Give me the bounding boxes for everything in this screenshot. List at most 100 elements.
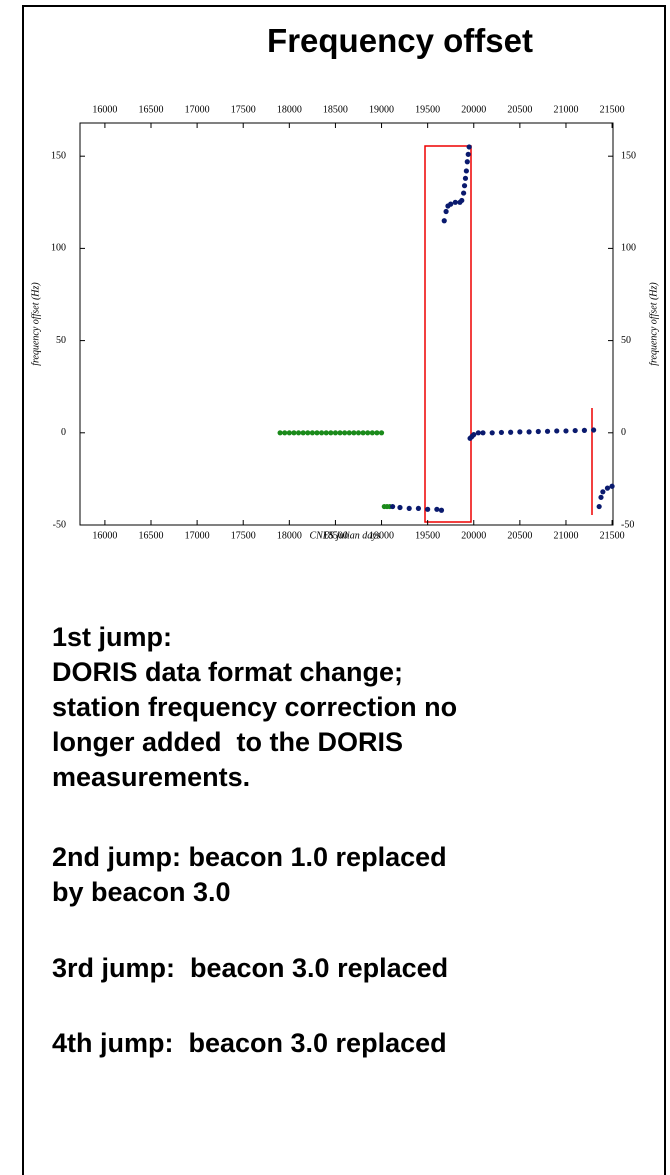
data-point	[517, 429, 523, 435]
note: 2nd jump: beacon 1.0 replaced by beacon …	[52, 842, 447, 907]
data-point	[465, 151, 471, 157]
y-tick-label-right: 150	[621, 150, 636, 161]
y-tick-label: 150	[51, 150, 66, 161]
data-point	[406, 505, 412, 512]
data-point	[286, 430, 292, 436]
x-tick-label-top: 16500	[139, 104, 164, 115]
data-point	[526, 429, 532, 435]
data-point	[323, 430, 329, 436]
data-point	[328, 430, 334, 436]
x-tick-label: 18500	[323, 530, 348, 541]
y-tick-label-right: 100	[621, 243, 636, 254]
note: 1st jump: DORIS data format change; stat…	[52, 622, 458, 792]
y-tick-label-right: 0	[621, 427, 626, 438]
data-point	[282, 430, 288, 436]
data-point	[305, 430, 311, 436]
data-point	[563, 428, 569, 434]
data-point	[461, 190, 467, 196]
chart-title: Frequency offset	[267, 22, 533, 59]
data-point	[425, 506, 431, 512]
data-point	[459, 197, 465, 204]
data-point	[342, 430, 348, 436]
x-tick-label: 16000	[92, 530, 117, 541]
data-point	[591, 427, 597, 433]
data-point	[309, 430, 315, 436]
data-point	[600, 489, 606, 495]
data-point	[319, 430, 325, 436]
plot-frame	[79, 122, 614, 526]
data-point	[441, 218, 447, 224]
x-tick-label-top: 21000	[553, 104, 578, 115]
data-point	[598, 494, 604, 500]
data-point	[332, 430, 339, 436]
jump-box	[424, 145, 472, 523]
data-point	[448, 201, 454, 207]
note: 3rd jump: beacon 3.0 replaced	[52, 953, 449, 983]
x-tick-label-top: 18500	[323, 104, 348, 115]
x-axis-label: CNES julian days	[309, 530, 380, 541]
data-point	[295, 430, 302, 436]
data-point	[508, 429, 514, 435]
data-point	[365, 430, 371, 436]
data-point	[463, 168, 469, 174]
x-tick-label: 17000	[185, 530, 210, 541]
data-point	[434, 506, 440, 512]
data-point	[471, 432, 477, 438]
data-point	[461, 183, 468, 189]
y-axis-label: frequency offset (Hz)	[30, 282, 41, 366]
data-point	[604, 485, 611, 491]
data-point	[369, 430, 375, 436]
data-point	[480, 430, 486, 436]
data-point	[360, 430, 366, 436]
data-point	[535, 428, 541, 435]
data-point	[596, 503, 602, 510]
data-point	[438, 507, 445, 513]
data-point	[452, 199, 458, 205]
data-point	[314, 430, 320, 436]
data-point	[475, 430, 481, 436]
x-tick-label-top: 20000	[461, 104, 486, 115]
data-point	[544, 428, 551, 434]
x-tick-label-top: 19000	[369, 104, 394, 115]
y-tick-label-right: -50	[621, 519, 634, 530]
data-point	[443, 208, 449, 215]
y-tick-label: -50	[53, 519, 66, 530]
data-point	[415, 505, 422, 512]
x-tick-label: 16500	[139, 530, 164, 541]
data-point	[346, 430, 352, 436]
data-point	[300, 430, 306, 436]
y-tick-label: 100	[51, 243, 66, 254]
x-tick-label-top: 20500	[507, 104, 532, 115]
data-point	[374, 430, 380, 436]
x-tick-label: 19000	[369, 530, 394, 541]
x-tick-label: 20000	[461, 530, 486, 541]
x-tick-label-top: 18000	[277, 104, 302, 115]
data-point	[609, 483, 615, 489]
data-point	[498, 429, 505, 436]
note: 4th jump: beacon 3.0 replaced	[52, 1028, 447, 1058]
y-tick-label: 0	[61, 427, 66, 438]
x-tick-label-top: 17000	[185, 104, 210, 115]
data-point	[464, 159, 470, 165]
data-point	[581, 427, 588, 434]
x-tick-label: 19500	[415, 530, 440, 541]
chart: CNES julian days frequency offset (Hz) f…	[30, 104, 659, 541]
data-point	[355, 430, 362, 436]
slide-frame	[22, 5, 666, 1175]
data-point	[390, 503, 396, 510]
data-point	[554, 428, 560, 434]
data-point	[489, 430, 495, 436]
data-point	[462, 175, 469, 181]
data-point	[277, 430, 283, 436]
y-tick-label-right: 50	[621, 335, 631, 346]
x-tick-label: 21500	[600, 530, 625, 541]
x-tick-label: 20500	[507, 530, 532, 541]
x-tick-label: 17500	[231, 530, 256, 541]
data-point	[291, 430, 297, 436]
x-tick-label: 21000	[553, 530, 578, 541]
x-tick-label-top: 21500	[600, 104, 625, 115]
data-point	[397, 504, 403, 511]
x-tick-label-top: 17500	[231, 104, 256, 115]
x-tick-label: 18000	[277, 530, 302, 541]
x-tick-label-top: 16000	[92, 104, 117, 115]
